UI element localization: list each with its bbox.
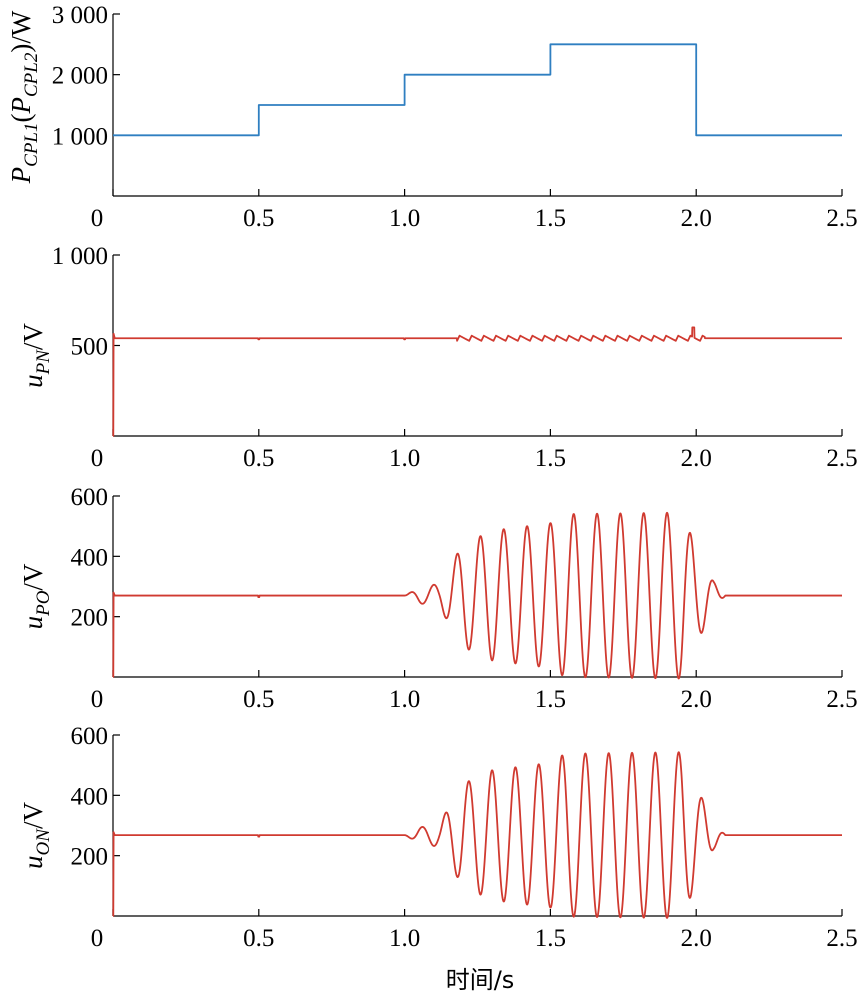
y-axis-title-part: u	[18, 374, 48, 388]
y-axis-title-part: /V	[18, 802, 48, 830]
y-axis-title-part: )/W	[6, 10, 36, 52]
y-tick-label: 2 000	[52, 63, 108, 90]
y-tick-label: 200	[71, 844, 109, 871]
x-tick-label: 2.5	[826, 925, 857, 952]
series-line	[112, 326, 843, 437]
y-tick-label: 3 000	[52, 2, 108, 29]
y-axis-title-part: P	[6, 97, 36, 115]
y-axis-title-part: ON	[33, 828, 54, 856]
y-tick-label: 400	[71, 544, 109, 571]
y-axis-title-part: PN	[33, 349, 54, 376]
y-tick-label: 1 000	[52, 243, 108, 270]
y-axis-title-part: /V	[18, 323, 48, 351]
x-axis-label: 时间/s	[446, 966, 515, 994]
y-tick-label: 600	[71, 484, 109, 511]
y-axis-title-part: u	[18, 855, 48, 869]
panel-4: 0 0.5 1.0 1.5 2.0 2.5 200 400 600 uON/V	[18, 723, 858, 952]
x-tick-label: 0.5	[243, 445, 274, 472]
x-tick-label: 1.5	[535, 686, 566, 713]
x-tick-label: 0	[91, 445, 104, 472]
x-tick-label: 1.0	[389, 686, 420, 713]
series-line	[113, 43, 842, 137]
y-tick-label: 500	[71, 334, 109, 361]
y-axis-title-part: u	[18, 616, 48, 630]
series-line	[112, 511, 843, 680]
x-tick-label: 1.0	[389, 205, 420, 232]
panel-3: 0 0.5 1.0 1.5 2.0 2.5 200 400 600 uPO/V	[18, 484, 858, 713]
x-tick-label: 2.0	[681, 205, 712, 232]
y-axis-title-part: PO	[33, 590, 54, 617]
y-axis-title-part: /V	[18, 563, 48, 591]
y-axis-title: uPO/V	[18, 563, 54, 629]
y-tick-label: 600	[71, 723, 109, 750]
x-tick-label: 0	[91, 925, 104, 952]
x-tick-label: 1.5	[535, 445, 566, 472]
y-tick-label: 200	[71, 605, 109, 632]
x-tick-label: 2.0	[681, 686, 712, 713]
y-axis-title: PCPL1(PCPL2)/W	[6, 10, 42, 184]
panel-2: 0 0.5 1.0 1.5 2.0 2.5 500 1 000 uPN/V	[18, 243, 858, 472]
y-axis-title: uPN/V	[18, 323, 54, 388]
x-tick-label: 0.5	[243, 925, 274, 952]
x-tick-label: 0	[91, 205, 104, 232]
y-axis-title-part: CPL2	[21, 52, 42, 97]
y-axis-title-part: (	[6, 113, 36, 122]
x-tick-label: 0	[91, 686, 104, 713]
x-tick-label: 1.0	[389, 445, 420, 472]
x-tick-label: 0.5	[243, 205, 274, 232]
x-tick-label: 2.5	[826, 205, 857, 232]
x-tick-label: 2.5	[826, 445, 857, 472]
x-tick-label: 2.0	[681, 445, 712, 472]
y-tick-label: 1 000	[52, 123, 108, 150]
y-axis-title-part: P	[6, 167, 36, 185]
x-tick-label: 1.5	[535, 205, 566, 232]
series-line	[112, 751, 843, 919]
x-tick-label: 0.5	[243, 686, 274, 713]
x-tick-label: 2.5	[826, 686, 857, 713]
x-tick-label: 2.0	[681, 925, 712, 952]
x-tick-label: 1.0	[389, 925, 420, 952]
y-axis-title-part: CPL1	[21, 122, 42, 166]
y-axis-title: uON/V	[18, 802, 54, 869]
y-tick-label: 400	[71, 783, 109, 810]
x-tick-label: 1.5	[535, 925, 566, 952]
